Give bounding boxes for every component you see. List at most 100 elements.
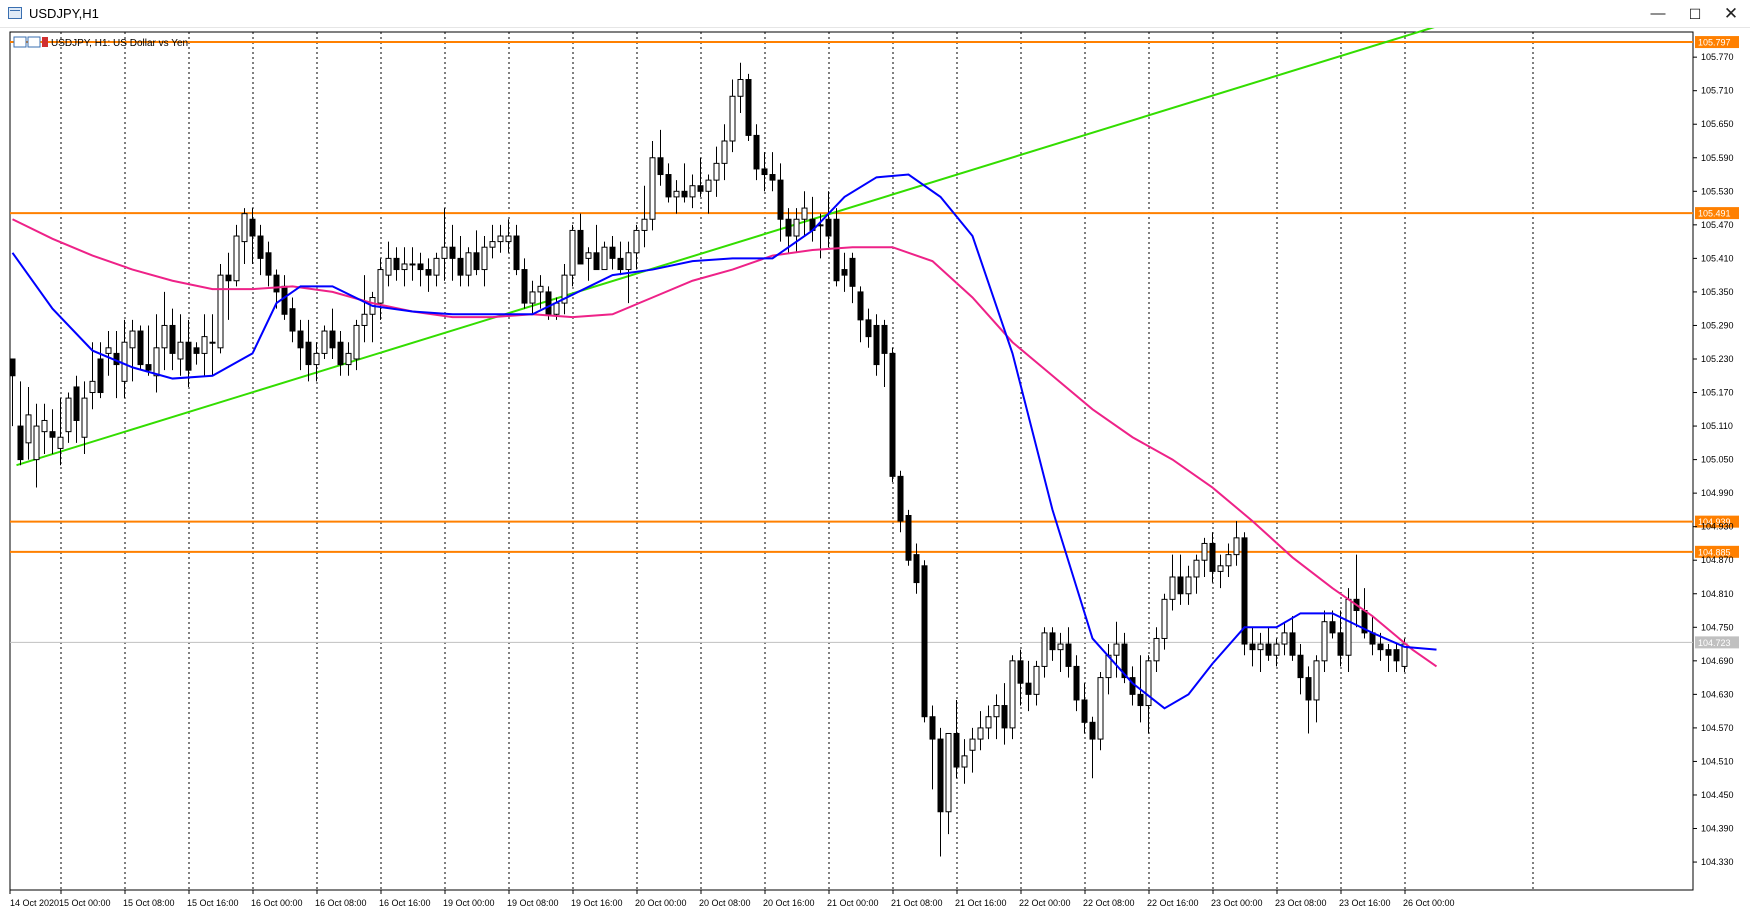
candle: [713, 146, 720, 197]
candle-body-up: [1217, 565, 1224, 572]
candle: [305, 319, 312, 382]
candle-body-up: [105, 347, 112, 354]
candle: [721, 124, 728, 181]
candle-body-down: [1329, 621, 1336, 634]
slow-moving-average: [12, 218, 1438, 668]
candle-body-up: [1113, 643, 1120, 656]
candle-body-down: [1337, 632, 1344, 656]
candle-body-down: [577, 229, 584, 265]
candle: [233, 224, 240, 287]
candle: [529, 280, 536, 315]
candle: [697, 157, 704, 197]
candle: [881, 319, 888, 387]
window-icon: [27, 36, 41, 48]
candle: [1241, 532, 1248, 656]
candle-body-up: [441, 246, 448, 259]
candle: [449, 224, 456, 281]
candle: [1265, 627, 1272, 661]
candle: [265, 241, 272, 287]
price-tick-label: 104.330: [1701, 857, 1734, 867]
candle: [57, 398, 64, 466]
candle-body-down: [777, 179, 784, 220]
candle: [665, 163, 672, 203]
candle-body-down: [1121, 643, 1128, 679]
candle: [297, 319, 304, 371]
candle-body-down: [753, 134, 760, 170]
candle: [1081, 683, 1088, 734]
candle: [1145, 655, 1152, 734]
candle-body-up: [409, 263, 416, 266]
time-tick-label: 21 Oct 00:00: [827, 898, 879, 908]
candle-body-down: [1049, 632, 1056, 651]
window-title: USDJPY,H1: [29, 6, 99, 21]
candle-body-down: [145, 364, 152, 371]
time-tick-label: 19 Oct 08:00: [507, 898, 559, 908]
candle: [161, 291, 168, 371]
candle: [1393, 644, 1400, 673]
candle-body-up: [641, 218, 648, 231]
candle: [457, 236, 464, 287]
candle-body-down: [1297, 654, 1304, 679]
candle-body-down: [953, 732, 960, 768]
candle-body-down: [889, 352, 896, 477]
time-tick-label: 21 Oct 16:00: [955, 898, 1007, 908]
candle-body-down: [449, 246, 456, 259]
candle: [1225, 543, 1232, 577]
close-button[interactable]: ✕: [1723, 4, 1739, 23]
candle: [1313, 655, 1320, 723]
candle-body-up: [377, 269, 384, 304]
candle: [545, 286, 552, 320]
candle-body-down: [337, 341, 344, 366]
candle: [473, 230, 480, 276]
candle-body-down: [473, 252, 480, 271]
price-tick-label: 105.290: [1701, 320, 1734, 330]
minimize-button[interactable]: —: [1650, 5, 1666, 22]
candle: [465, 247, 472, 287]
candle: [17, 381, 24, 466]
price-tick-label: 104.510: [1701, 756, 1734, 766]
candle-body-up: [1153, 637, 1160, 662]
time-tick-label: 19 Oct 00:00: [443, 898, 495, 908]
candle: [361, 275, 368, 343]
trendline[interactable]: [16, 28, 1437, 467]
price-tick-label: 105.770: [1701, 52, 1734, 62]
candle: [753, 124, 760, 181]
candle-body-down: [897, 475, 904, 522]
candle-body-down: [265, 252, 272, 276]
candle-body-up: [729, 95, 736, 142]
candle-body-down: [681, 190, 688, 198]
time-tick-label: 16 Oct 16:00: [379, 898, 431, 908]
candle: [1289, 616, 1296, 661]
candle: [81, 381, 88, 455]
candle: [137, 325, 144, 371]
candle: [185, 319, 192, 387]
price-tick-label: 104.990: [1701, 488, 1734, 498]
candle: [513, 224, 520, 276]
candle-body-up: [121, 341, 128, 382]
candle-body-down: [393, 257, 400, 271]
price-tick-label: 104.750: [1701, 622, 1734, 632]
candle: [729, 79, 736, 153]
candle-body-up: [529, 291, 536, 304]
candle: [105, 331, 112, 376]
time-tick-label: 20 Oct 08:00: [699, 898, 751, 908]
candle-body-up: [25, 414, 32, 444]
candle: [217, 263, 224, 354]
candle-body-down: [1081, 699, 1088, 723]
price-tick-label: 105.170: [1701, 388, 1734, 398]
candle: [953, 699, 960, 779]
candle-body-down: [745, 79, 752, 136]
candle: [89, 342, 96, 410]
candle: [849, 252, 856, 304]
candle: [537, 275, 544, 309]
candle-body-down: [665, 174, 672, 198]
candle-body-up: [89, 380, 96, 394]
candle-body-up: [969, 738, 976, 751]
maximize-button[interactable]: ☐: [1688, 6, 1702, 22]
candle-body-down: [329, 330, 336, 349]
candle-body-down: [169, 324, 176, 354]
candle-body-up: [1201, 542, 1208, 561]
candle-body-up: [505, 235, 512, 243]
candle: [1233, 521, 1240, 566]
